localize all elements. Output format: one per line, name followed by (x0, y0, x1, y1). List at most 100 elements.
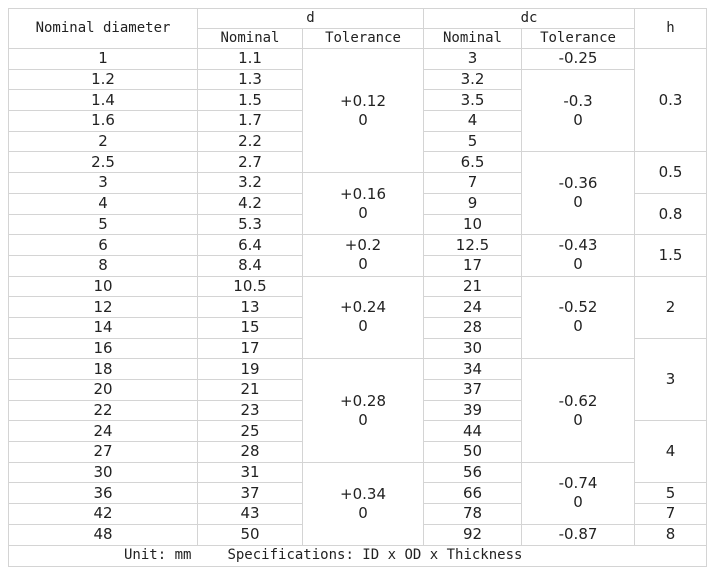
d-nominal: 28 (197, 441, 303, 463)
table-row: 3 3.2 +0.16 0 7 (8, 172, 707, 236)
nominal-diameter: 24 (8, 420, 198, 443)
h-value: 0.3 (634, 47, 708, 153)
d-nominal: 1.5 (197, 89, 303, 112)
tolerance-value: 0 (358, 255, 368, 274)
nominal-diameter: 42 (8, 503, 198, 525)
table-row: 14 15 28 (8, 316, 707, 339)
footer-cell: Unit: mm Specifications: ID x OD x Thickn… (7, 544, 708, 567)
header-row: Nominal diameter d dc h (8, 8, 708, 49)
d-nominal: 2.2 (197, 130, 303, 153)
h-value: 7 (634, 503, 708, 525)
table-header: Nominal diameter d dc h Nominal Toleranc… (8, 8, 708, 49)
tolerance-value: -0.74 (558, 474, 598, 493)
tolerance-value: +0.2 (344, 236, 382, 255)
d-nominal: 15 (197, 316, 303, 339)
d-nominal: 1.3 (197, 68, 303, 91)
dc-nominal: 92 (423, 523, 522, 546)
tolerance-value: +0.34 (340, 484, 386, 503)
dc-nominal: 21 (423, 275, 522, 298)
tolerance-value: 0 (358, 410, 368, 429)
nominal-diameter: 1 (8, 48, 198, 70)
dc-nominal: 30 (423, 337, 522, 360)
nominal-diameter: 1.4 (8, 89, 198, 112)
d-nominal: 37 (197, 482, 303, 505)
h-value: 0.5 (634, 151, 708, 194)
tolerance-value: 0 (358, 503, 368, 522)
tolerance-cell: +0.24 0 (302, 275, 424, 360)
h-value: 8 (634, 523, 708, 546)
table-row: 42 43 78 7 (8, 503, 708, 525)
nominal-diameter: 10 (8, 275, 198, 298)
tolerance-cell: -0.62 0 (520, 358, 636, 463)
table-row: 8 8.4 17 (8, 254, 707, 277)
tolerance-value: -0.36 (558, 174, 598, 193)
h-value: 5 (634, 482, 708, 505)
dc-nominal: 4 (423, 110, 522, 132)
nominal-diameter: 30 (8, 461, 198, 484)
nominal-diameter: 20 (8, 379, 198, 401)
tolerance-value: -0.87 (558, 525, 598, 544)
dc-nominal: 3.2 (423, 68, 522, 91)
tolerance-cell: -0.43 0 (520, 234, 636, 277)
spec-note: Specifications: ID x OD x Thickness (227, 547, 523, 563)
d-nominal: 23 (197, 399, 303, 422)
nominal-diameter: 36 (8, 482, 198, 505)
tolerance-cell: +0.34 0 (302, 461, 424, 546)
dc-nominal: 6.5 (423, 151, 522, 174)
nominal-diameter: 3 (8, 172, 198, 194)
tolerance-value: 0 (573, 317, 583, 336)
tolerance-value: -0.3 (563, 91, 593, 110)
tolerance-value: 0 (573, 255, 583, 274)
header-row: Nominal Tolerance Nominal Tolerance (9, 28, 707, 49)
tolerance-value: 0 (573, 493, 583, 512)
tolerance-cell: -0.3 0 (520, 68, 636, 153)
dc-nominal: 3.5 (423, 89, 522, 112)
tolerance-value: 0 (358, 110, 368, 129)
dc-nominal: 12.5 (423, 234, 522, 256)
nominal-diameter: 2.5 (8, 151, 198, 174)
d-nominal: 50 (197, 523, 303, 546)
nominal-diameter: 8 (8, 254, 198, 277)
d-nominal: 1.7 (197, 110, 303, 132)
header-cell: Tolerance (520, 28, 636, 49)
nominal-diameter: 12 (8, 296, 198, 318)
tolerance-cell: +0.28 0 (302, 358, 424, 463)
header-cell: Nominal diameter (8, 8, 198, 49)
d-nominal: 25 (197, 420, 303, 443)
d-nominal: 13 (197, 296, 303, 318)
header-cell: Nominal (197, 28, 303, 49)
h-value: 4 (634, 420, 708, 484)
dc-nominal: 7 (423, 172, 522, 194)
tolerance-value: -0.52 (558, 298, 598, 317)
table-row: 24 25 44 4 (8, 420, 708, 484)
tolerance-value: +0.28 (340, 391, 386, 410)
nominal-diameter: 1.2 (8, 68, 198, 91)
header-cell: dc (422, 8, 636, 29)
footer-row: Unit: mm Specifications: ID x OD x Thickn… (7, 544, 708, 567)
header-cell: Nominal (423, 28, 522, 49)
nominal-diameter: 27 (8, 441, 198, 463)
tolerance-cell: -0.25 (520, 48, 636, 70)
nominal-diameter: 18 (8, 358, 198, 380)
tolerance-value: -0.62 (558, 391, 598, 410)
h-value: 3 (634, 337, 708, 422)
table-body: 1 1.1 +0.12 0 3 -0.25 0.3 1.2 1.3 3.2 -0.3 0 1.4 1.5 3… (8, 47, 708, 546)
dc-nominal: 10 (423, 213, 522, 236)
dc-nominal: 34 (423, 358, 522, 380)
tolerance-cell: -0.36 0 (520, 151, 636, 236)
table-row: 10 10.5 +0.24 0 21 -0.52 0 2 (8, 275, 708, 360)
nominal-diameter: 1.6 (8, 110, 198, 132)
tolerance-cell: -0.74 0 (520, 461, 636, 525)
table-row: 6 6.4 +0.2 0 12.5 -0.43 0 1.5 (8, 234, 708, 277)
nominal-diameter: 6 (8, 234, 198, 256)
nominal-diameter: 4 (8, 192, 198, 215)
d-nominal: 8.4 (197, 254, 303, 277)
table-row: 30 31 +0.34 0 56 -0.74 0 (8, 461, 707, 546)
d-nominal: 10.5 (197, 275, 303, 298)
dc-nominal: 3 (423, 48, 522, 70)
dc-nominal: 78 (423, 503, 522, 525)
nominal-diameter: 14 (8, 316, 198, 339)
d-nominal: 3.2 (197, 172, 303, 194)
d-nominal: 4.2 (197, 192, 303, 215)
dc-nominal: 28 (423, 316, 522, 339)
